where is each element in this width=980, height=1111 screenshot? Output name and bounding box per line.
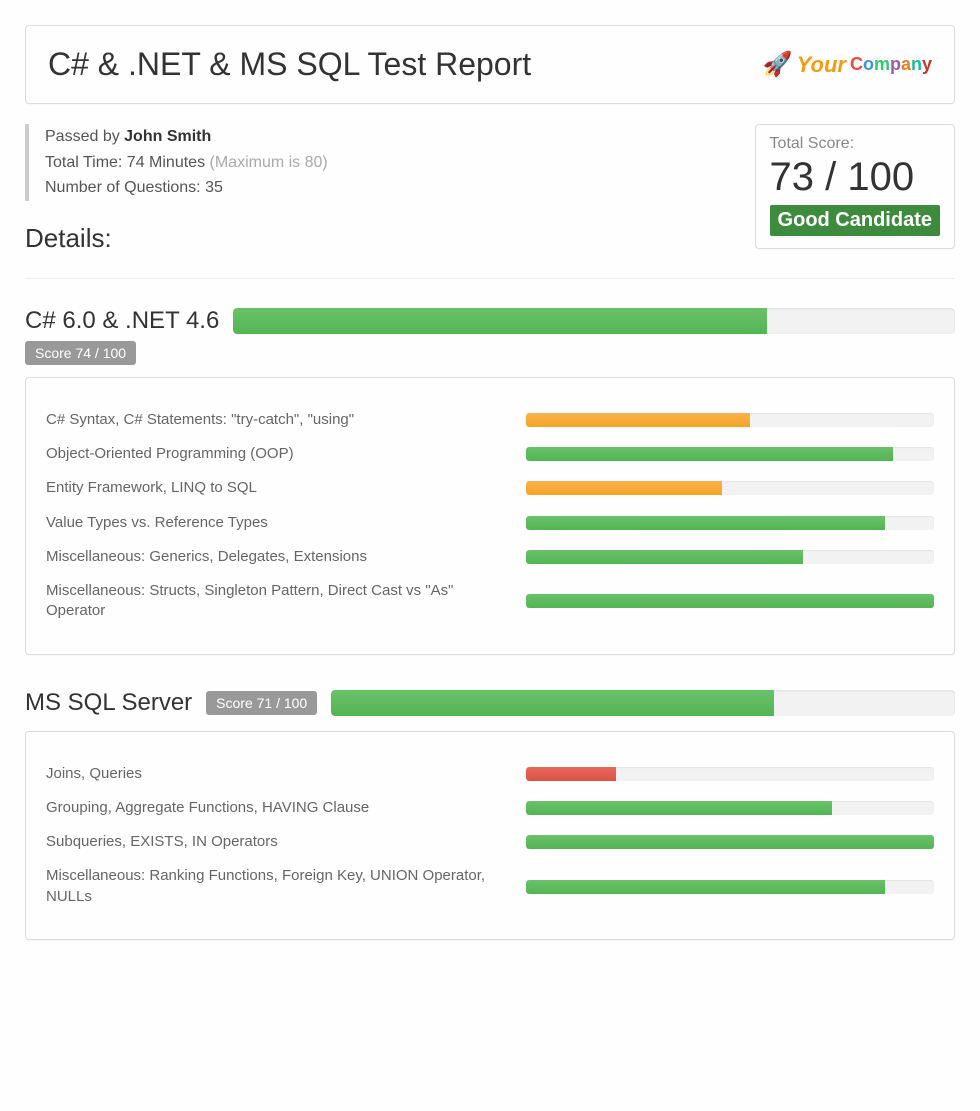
topic-progress-fill [526,594,934,608]
score-chip-row: Score 74 / 100 [25,345,955,363]
topic-progress [526,767,934,781]
total-score-box: Total Score: 73 / 100 Good Candidate [755,124,955,249]
topic-progress [526,516,934,530]
topic-progress [526,481,934,495]
section-header: MS SQL Server Score 71 / 100 [25,689,955,717]
divider [25,278,955,279]
topic-label: Miscellaneous: Generics, Delegates, Exte… [46,547,506,567]
topic-progress [526,594,934,608]
topic-progress-fill [526,835,934,849]
topic-row: C# Syntax, C# Statements: "try-catch", "… [46,410,934,430]
topic-label: Miscellaneous: Structs, Singleton Patter… [46,581,506,622]
topic-label: Entity Framework, LINQ to SQL [46,478,506,498]
logo-word2: Company [850,54,932,75]
topic-progress-fill [526,413,750,427]
topic-row: Joins, Queries [46,764,934,784]
topic-progress-fill [526,516,885,530]
score-label: Total Score: [770,135,940,153]
passed-label: Passed by [45,128,124,145]
topic-progress [526,550,934,564]
logo-word1: Your [797,52,846,78]
topic-progress [526,413,934,427]
section: MS SQL Server Score 71 / 100 Joins, Querie… [25,689,955,940]
topic-progress [526,801,934,815]
section-progress-fill [233,308,767,334]
topic-row: Miscellaneous: Generics, Delegates, Exte… [46,547,934,567]
time-max: (Maximum is 80) [210,154,328,171]
header-card: C# & .NET & MS SQL Test Report 🚀 Your Co… [25,25,955,104]
topic-row: Miscellaneous: Ranking Functions, Foreig… [46,866,934,907]
topic-label: C# Syntax, C# Statements: "try-catch", "… [46,410,506,430]
rocket-icon: 🚀 [763,50,793,79]
summary-row: Passed by John Smith Total Time: 74 Minu… [25,124,955,268]
summary-info: Passed by John Smith Total Time: 74 Minu… [25,124,328,201]
section-title: C# 6.0 & .NET 4.6 [25,307,219,335]
report-title: C# & .NET & MS SQL Test Report [48,46,531,83]
topic-label: Subqueries, EXISTS, IN Operators [46,832,506,852]
topic-progress-fill [526,447,893,461]
topic-progress [526,880,934,894]
topic-row: Subqueries, EXISTS, IN Operators [46,832,934,852]
details-heading: Details: [25,223,328,254]
topic-label: Joins, Queries [46,764,506,784]
topic-progress-fill [526,880,885,894]
candidate-badge: Good Candidate [770,205,940,236]
topic-label: Miscellaneous: Ranking Functions, Foreig… [46,866,506,907]
topic-row: Miscellaneous: Structs, Singleton Patter… [46,581,934,622]
sections-container: C# 6.0 & .NET 4.6 Score 74 / 100 C# Syntax… [25,307,955,940]
section-header: C# 6.0 & .NET 4.6 [25,307,955,335]
section-progress-fill [331,690,774,716]
score-chip: Score 74 / 100 [25,341,136,365]
time-label: Total Time: 74 Minutes [45,154,210,171]
section-title: MS SQL Server [25,689,192,717]
score-value: 73 / 100 [770,155,940,199]
topic-label: Value Types vs. Reference Types [46,513,506,533]
topic-progress [526,835,934,849]
questions-label: Number of Questions: 35 [45,175,328,201]
topic-row: Object-Oriented Programming (OOP) [46,444,934,464]
topic-progress-fill [526,481,722,495]
topic-row: Entity Framework, LINQ to SQL [46,478,934,498]
score-chip: Score 71 / 100 [206,691,317,715]
topic-row: Value Types vs. Reference Types [46,513,934,533]
topic-label: Object-Oriented Programming (OOP) [46,444,506,464]
topics-card: C# Syntax, C# Statements: "try-catch", "… [25,377,955,655]
person-name: John Smith [124,128,211,145]
topic-progress [526,447,934,461]
topic-progress-fill [526,550,803,564]
topics-card: Joins, Queries Grouping, Aggregate Functi… [25,731,955,940]
company-logo: 🚀 Your Company [763,50,932,79]
topic-progress-fill [526,767,616,781]
topic-row: Grouping, Aggregate Functions, HAVING Cl… [46,798,934,818]
section: C# 6.0 & .NET 4.6 Score 74 / 100 C# Syntax… [25,307,955,655]
section-progress [233,308,955,334]
section-progress [331,690,955,716]
topic-progress-fill [526,801,832,815]
topic-label: Grouping, Aggregate Functions, HAVING Cl… [46,798,506,818]
